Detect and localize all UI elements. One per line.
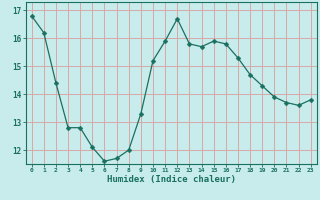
X-axis label: Humidex (Indice chaleur): Humidex (Indice chaleur) <box>107 175 236 184</box>
